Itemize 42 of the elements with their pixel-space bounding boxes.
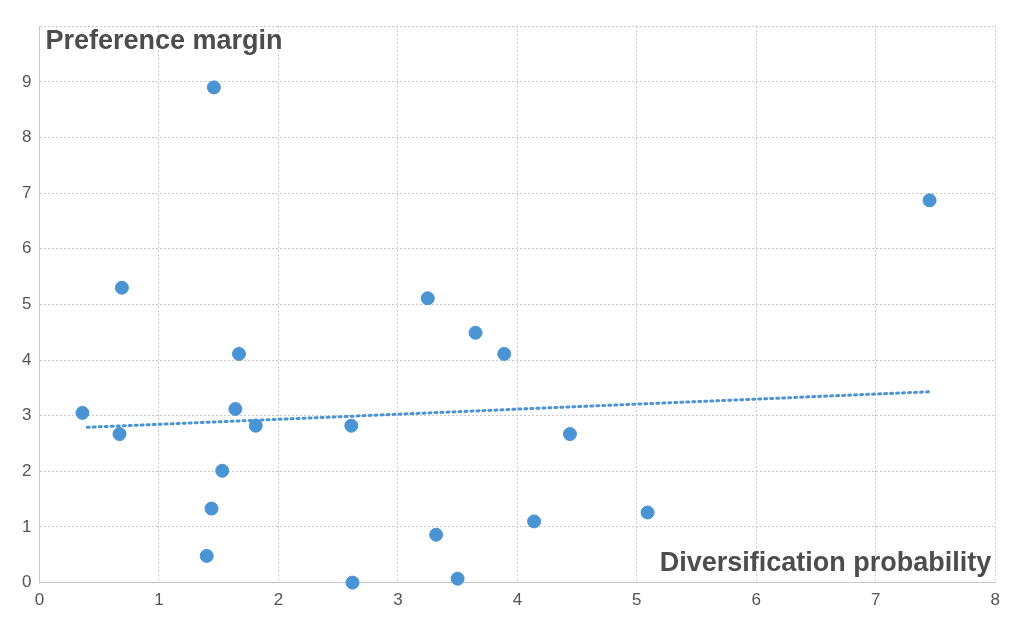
x-tick-label: 7 [871, 590, 881, 610]
point [206, 80, 221, 95]
y-axis-title: Preference margin [45, 25, 283, 56]
y-tick-label: 1 [21, 516, 32, 536]
y-tick-label: 3 [21, 405, 32, 425]
point [468, 325, 483, 340]
point [199, 548, 214, 563]
point [215, 463, 230, 478]
point [497, 346, 512, 361]
y-tick-label: 0 [21, 572, 32, 592]
point [429, 527, 444, 542]
point [114, 280, 129, 295]
point [248, 418, 263, 433]
x-axis-title: Diversification probability [659, 546, 992, 577]
x-tick-label: 6 [751, 590, 762, 610]
y-tick-label: 8 [21, 127, 32, 147]
point [420, 291, 435, 306]
x-tick-label: 8 [990, 590, 1001, 610]
x-tick-label: 3 [393, 590, 403, 610]
point [562, 427, 577, 442]
point [527, 514, 542, 529]
point [450, 571, 465, 586]
x-tick-label: 0 [34, 590, 45, 610]
y-tick-label: 6 [21, 238, 32, 258]
point [344, 418, 359, 433]
point [112, 427, 127, 442]
x-tick-label: 4 [512, 590, 523, 610]
point [345, 575, 360, 590]
y-tick-label: 7 [21, 182, 32, 202]
point [922, 193, 937, 208]
y-tick-label: 2 [21, 461, 32, 481]
point [228, 402, 243, 416]
x-tick-label: 5 [632, 590, 642, 610]
point [231, 346, 246, 361]
y-tick-label: 4 [21, 349, 32, 369]
point [204, 501, 219, 516]
x-tick-label: 2 [273, 590, 284, 610]
y-tick-label: 5 [21, 294, 32, 314]
point [640, 505, 655, 520]
point [75, 405, 90, 420]
x-tick-label: 1 [154, 590, 164, 610]
y-tick-label: 9 [21, 71, 32, 91]
